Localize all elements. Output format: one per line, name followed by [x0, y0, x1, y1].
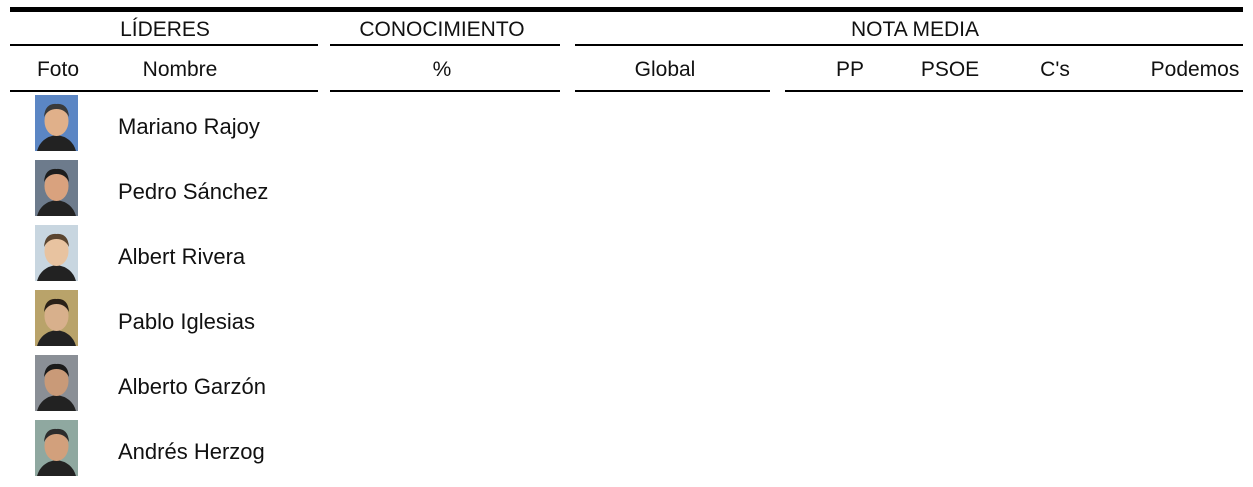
- column-header: Global: [634, 58, 696, 81]
- rule: [330, 44, 560, 46]
- leader-name: Pablo Iglesias: [118, 309, 255, 334]
- column-header: %: [432, 58, 452, 81]
- leader-photo: [35, 225, 78, 281]
- photo-image: [35, 420, 78, 476]
- rule: [575, 44, 1243, 46]
- rule: [330, 90, 560, 92]
- group-header: NOTA MEDIA: [851, 18, 979, 41]
- leader-photo: [35, 420, 78, 476]
- rule: [575, 90, 770, 92]
- group-header: CONOCIMIENTO: [359, 18, 525, 41]
- column-header: PSOE: [920, 58, 980, 81]
- leader-name: Andrés Herzog: [118, 439, 265, 464]
- group-header: LÍDERES: [120, 18, 210, 41]
- column-header: Nombre: [142, 58, 218, 81]
- leader-name: Pedro Sánchez: [118, 179, 269, 204]
- leader-photo: [35, 290, 78, 346]
- photo-image: [35, 95, 78, 151]
- leader-photo: [35, 355, 78, 411]
- photo-image: [35, 160, 78, 216]
- column-header: C's: [1040, 58, 1070, 81]
- photo-image: [35, 355, 78, 411]
- leader-name: Alberto Garzón: [118, 374, 266, 399]
- photo-image: [35, 290, 78, 346]
- rule: [785, 90, 1243, 92]
- leader-photo: [35, 160, 78, 216]
- photo-image: [35, 225, 78, 281]
- rule: [10, 44, 318, 46]
- leader-name: Albert Rivera: [118, 244, 246, 269]
- leader-name: Mariano Rajoy: [118, 114, 260, 139]
- column-header: Podemos: [1150, 58, 1240, 81]
- top-rule: [10, 7, 1243, 12]
- column-header: PP: [835, 58, 865, 81]
- column-header: Foto: [36, 58, 80, 81]
- leader-photo: [35, 95, 78, 151]
- rule: [10, 90, 318, 92]
